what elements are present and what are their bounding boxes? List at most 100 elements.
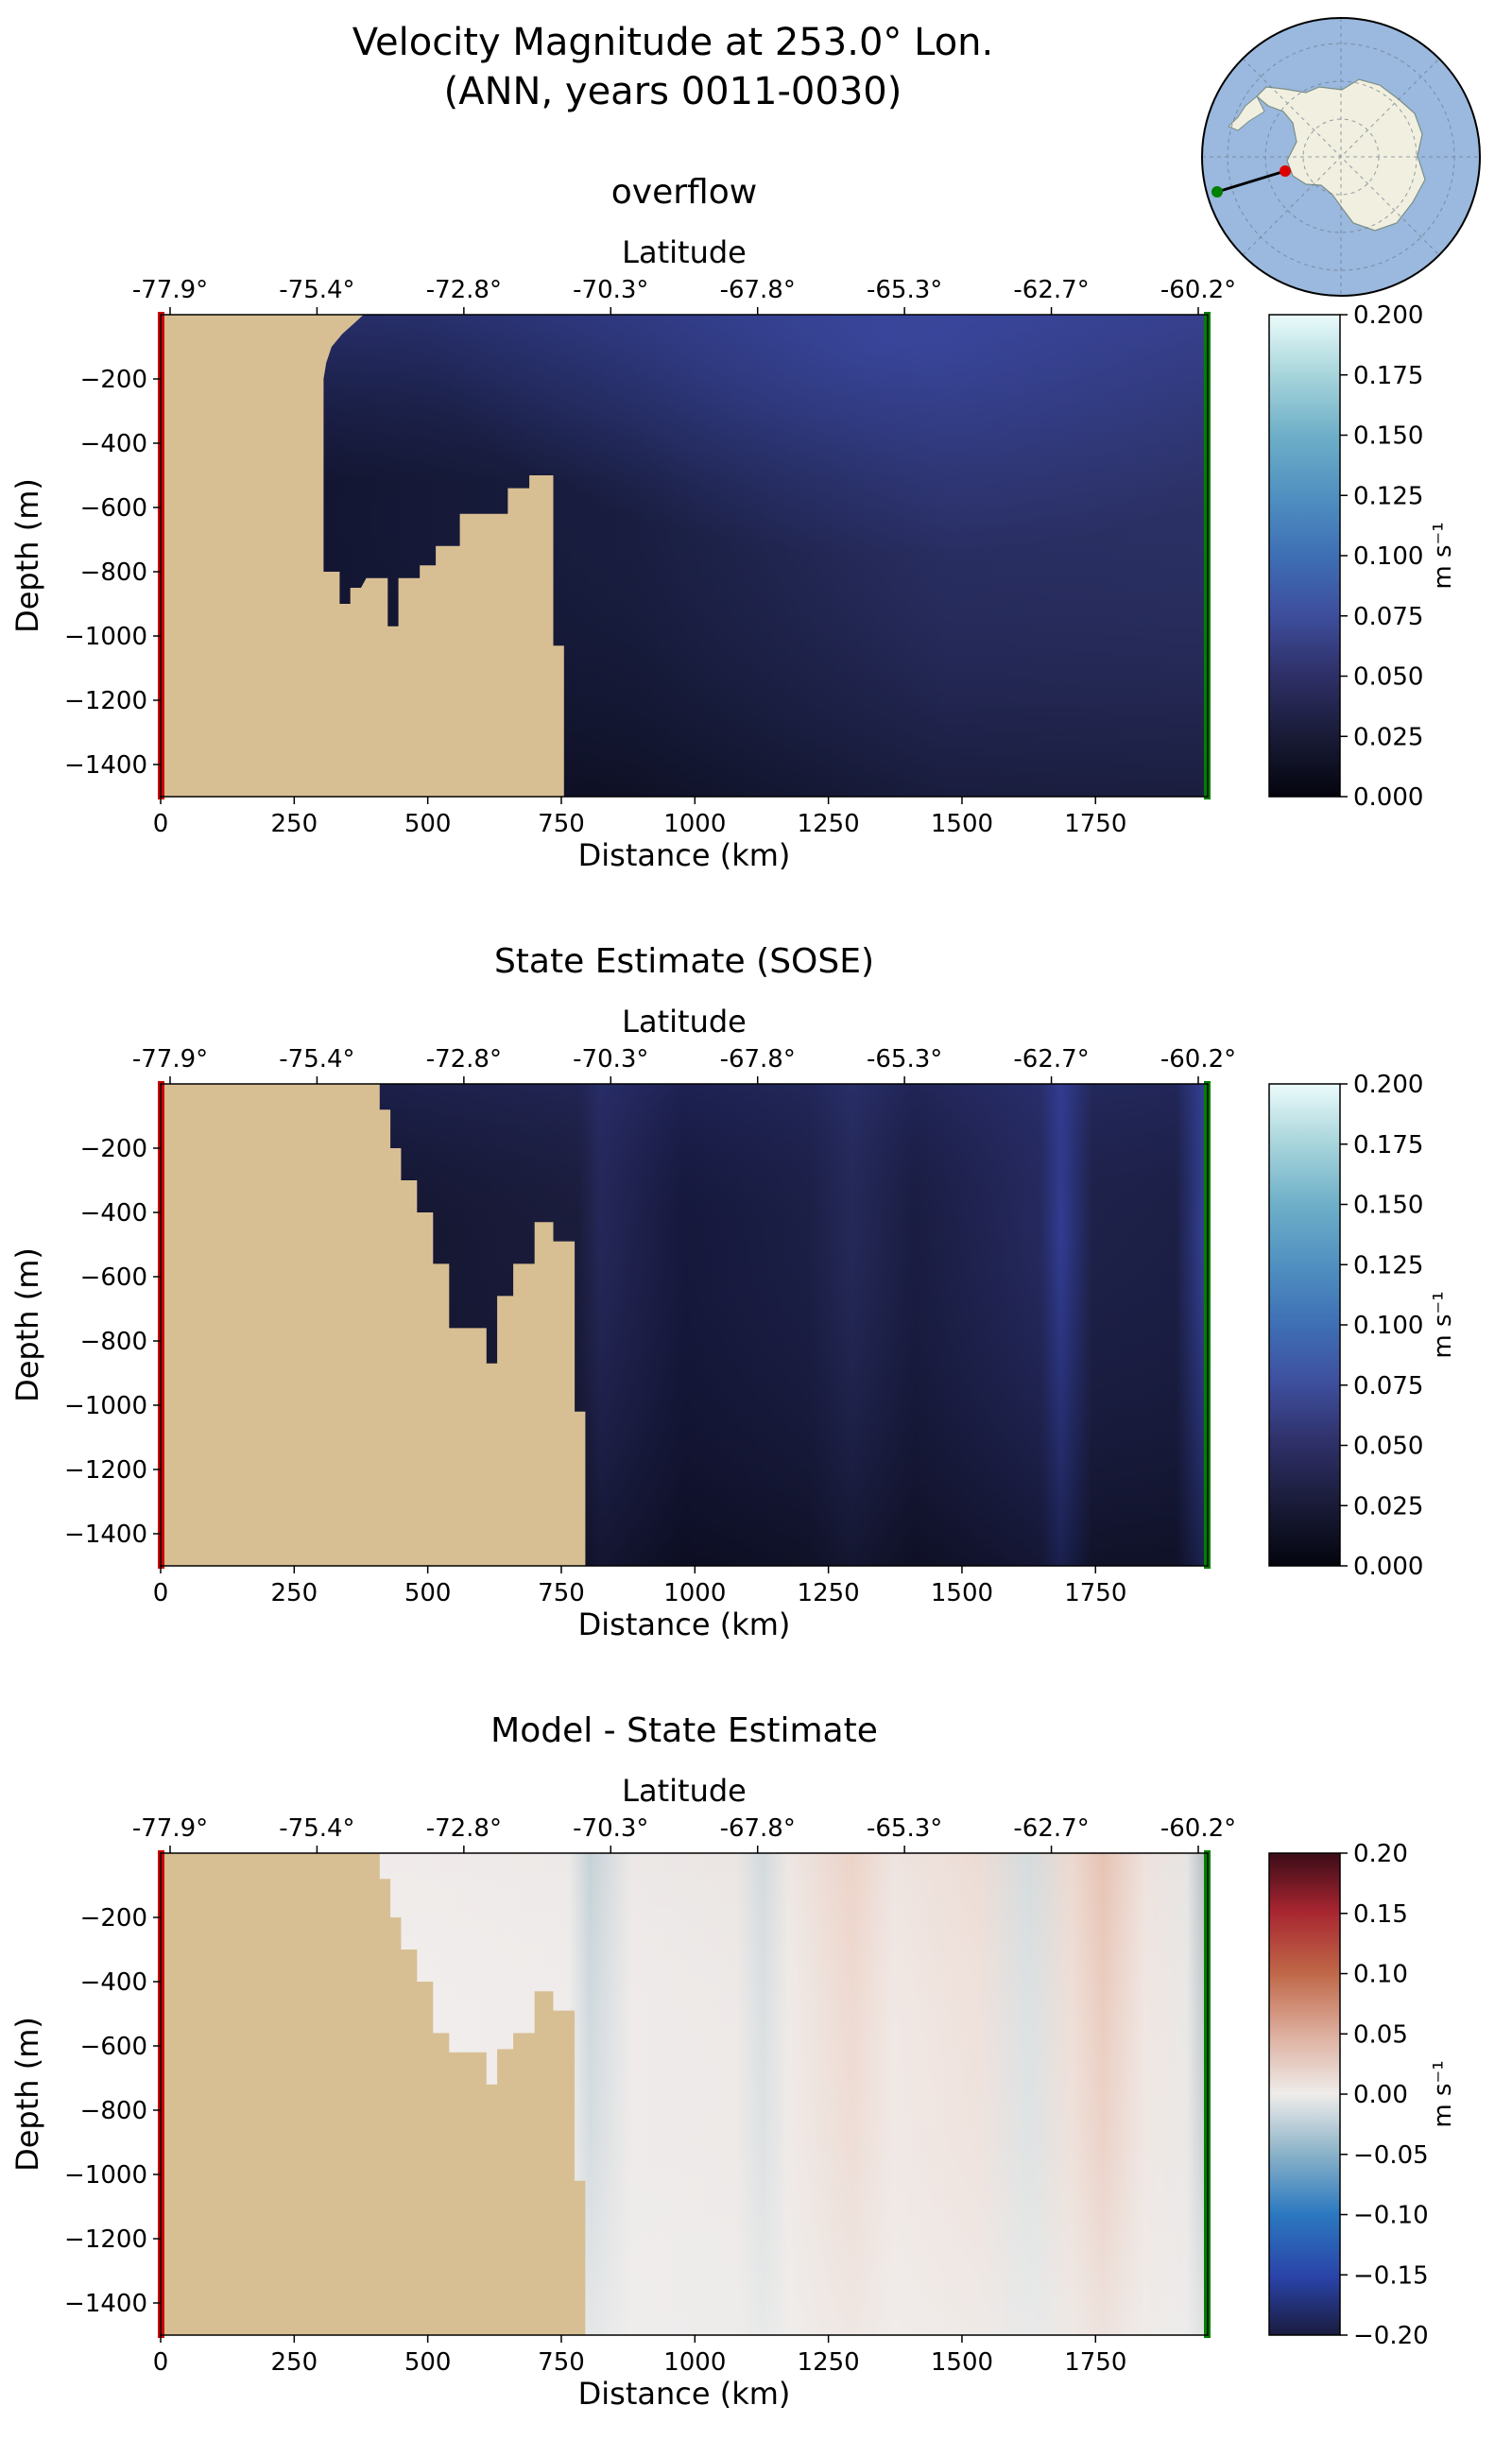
lat-tick-label: -75.4° xyxy=(279,1814,354,1843)
colorbar-tick-label: 0.10 xyxy=(1353,1961,1408,1989)
colorbar-tick-label: 0.050 xyxy=(1353,663,1423,692)
inset-map xyxy=(1201,17,1481,297)
colorbar-tick-label: 0.025 xyxy=(1353,723,1423,751)
y-tick-label: −1200 xyxy=(64,2225,147,2254)
y-tick-label: −200 xyxy=(80,366,147,394)
lat-tick-label: -65.3° xyxy=(867,276,942,304)
colorbar-tick-label: 0.025 xyxy=(1353,1492,1423,1521)
x-tick-label: 1500 xyxy=(931,1579,993,1607)
panel-2: State Estimate (SOSE) 0 250 500 750 1000 1250 1… xyxy=(9,942,1457,1642)
x-tick-label: 750 xyxy=(538,1579,585,1607)
panel-1: overflow 0 250 500 750 1000 1250 1500 1750 Distan… xyxy=(9,173,1457,873)
x-tick-label: 1750 xyxy=(1064,2348,1126,2377)
y-tick-label: −400 xyxy=(80,1968,147,1997)
x-tick-label: 1000 xyxy=(663,1579,726,1607)
lat-tick-label: -70.3° xyxy=(573,1045,648,1074)
section-end-marker xyxy=(1211,186,1223,198)
colorbar-tick-label: 0.075 xyxy=(1353,1372,1423,1400)
y-tick-label: −800 xyxy=(80,558,147,587)
colorbar-tick-label: 0.20 xyxy=(1353,1840,1408,1868)
x-tick-label: 250 xyxy=(271,1579,318,1607)
y-axis-label: Depth (m) xyxy=(9,478,45,633)
colorbar-tick-label: 0.100 xyxy=(1353,1312,1423,1340)
colorbar: 0.200 0.175 0.150 0.125 0.100 0.075 0.050 0.025… xyxy=(1268,301,1457,812)
lat-tick-label: -62.7° xyxy=(1013,276,1089,304)
top-axis-label: Latitude xyxy=(622,1004,747,1040)
axes-frame xyxy=(160,314,1209,798)
lat-tick-label: -62.7° xyxy=(1013,1814,1089,1843)
axes-frame xyxy=(160,1083,1209,1567)
y-tick-label: −600 xyxy=(80,494,147,523)
land-mask xyxy=(161,1084,586,1566)
panel-title: overflow xyxy=(611,173,757,212)
x-tick-label: 1000 xyxy=(663,2348,726,2377)
lat-tick-label: -75.4° xyxy=(279,1045,354,1074)
colorbar-tick-label: 0.15 xyxy=(1353,1900,1408,1929)
lat-tick-label: -60.2° xyxy=(1160,1045,1236,1074)
y-tick-label: −200 xyxy=(80,1904,147,1933)
colorbar-tick-label: 0.000 xyxy=(1353,783,1423,812)
colorbar: 0.20 0.15 0.10 0.05 0.00 −0.05 −0.10 −0.15 −0.20… xyxy=(1268,1840,1457,2350)
x-tick-label: 1500 xyxy=(931,2348,993,2377)
lat-tick-label: -72.8° xyxy=(426,1814,502,1843)
x-axis-label: Distance (km) xyxy=(578,1606,791,1642)
y-tick-label: −1000 xyxy=(64,623,147,651)
colorbar-tick-label: 0.150 xyxy=(1353,422,1423,451)
y-tick-label: −200 xyxy=(80,1135,147,1163)
colorbar-tick-label: 0.200 xyxy=(1353,301,1423,330)
x-tick-label: 1750 xyxy=(1064,1579,1126,1607)
figure-subtitle: (ANN, years 0011-0030) xyxy=(444,70,902,113)
x-tick-label: 1250 xyxy=(798,2348,860,2377)
colorbar-tick-label: 0.200 xyxy=(1353,1071,1423,1099)
colorbar-tick-label: −0.20 xyxy=(1353,2322,1429,2350)
lat-tick-label: -62.7° xyxy=(1013,1045,1089,1074)
lat-tick-label: -77.9° xyxy=(132,276,208,304)
x-tick-label: 500 xyxy=(404,810,452,838)
x-tick-label: 1750 xyxy=(1064,810,1126,838)
y-tick-label: −1400 xyxy=(64,751,147,780)
x-tick-label: 0 xyxy=(153,1579,169,1607)
colorbar-tick-label: 0.150 xyxy=(1353,1192,1423,1220)
colorbar-tick-label: 0.000 xyxy=(1353,1553,1423,1581)
lat-tick-label: -70.3° xyxy=(573,1814,648,1843)
x-tick-label: 500 xyxy=(404,2348,452,2377)
y-tick-label: −800 xyxy=(80,1328,147,1356)
colorbar-tick-label: 0.125 xyxy=(1353,482,1423,510)
colorbar-gradient xyxy=(1268,1852,1341,2336)
colorbar-tick-label: 0.00 xyxy=(1353,2081,1408,2109)
x-tick-label: 1250 xyxy=(798,810,860,838)
top-axis-label: Latitude xyxy=(622,1773,747,1809)
lat-tick-label: -60.2° xyxy=(1160,276,1236,304)
y-tick-label: −400 xyxy=(80,430,147,458)
x-tick-label: 250 xyxy=(271,2348,318,2377)
lat-tick-label: -77.9° xyxy=(132,1814,208,1843)
x-tick-label: 250 xyxy=(271,810,318,838)
lat-tick-label: -72.8° xyxy=(426,276,502,304)
x-tick-label: 500 xyxy=(404,1579,452,1607)
lat-tick-label: -72.8° xyxy=(426,1045,502,1074)
x-axis-label: Distance (km) xyxy=(578,2376,791,2412)
colorbar-tick-label: 0.125 xyxy=(1353,1251,1423,1280)
colorbar-tick-label: 0.075 xyxy=(1353,603,1423,631)
colorbar-tick-label: −0.15 xyxy=(1353,2261,1429,2290)
lat-tick-label: -65.3° xyxy=(867,1045,942,1074)
y-tick-label: −800 xyxy=(80,2097,147,2125)
antarctica-icon xyxy=(1202,18,1480,296)
panel-title: Model - State Estimate xyxy=(490,1711,878,1750)
x-tick-label: 750 xyxy=(538,2348,585,2377)
lat-tick-label: -65.3° xyxy=(867,1814,942,1843)
colorbar-tick-label: 0.05 xyxy=(1353,2020,1408,2049)
x-tick-label: 1250 xyxy=(798,1579,860,1607)
colorbar-label: m s⁻¹ xyxy=(1429,522,1457,589)
panel-3: Model - State Estimate 0 250 500 750 1000 1250… xyxy=(9,1711,1457,2412)
axes-frame xyxy=(160,1852,1209,2336)
y-tick-label: −1400 xyxy=(64,2290,147,2318)
y-tick-label: −600 xyxy=(80,2033,147,2061)
lat-tick-label: -67.8° xyxy=(720,1045,796,1074)
land-mask xyxy=(161,315,564,797)
colorbar-label: m s⁻¹ xyxy=(1429,2060,1457,2127)
y-tick-label: −1000 xyxy=(64,1392,147,1420)
y-axis-label: Depth (m) xyxy=(9,2017,45,2172)
lat-tick-label: -67.8° xyxy=(720,276,796,304)
y-tick-label: −1200 xyxy=(64,687,147,715)
